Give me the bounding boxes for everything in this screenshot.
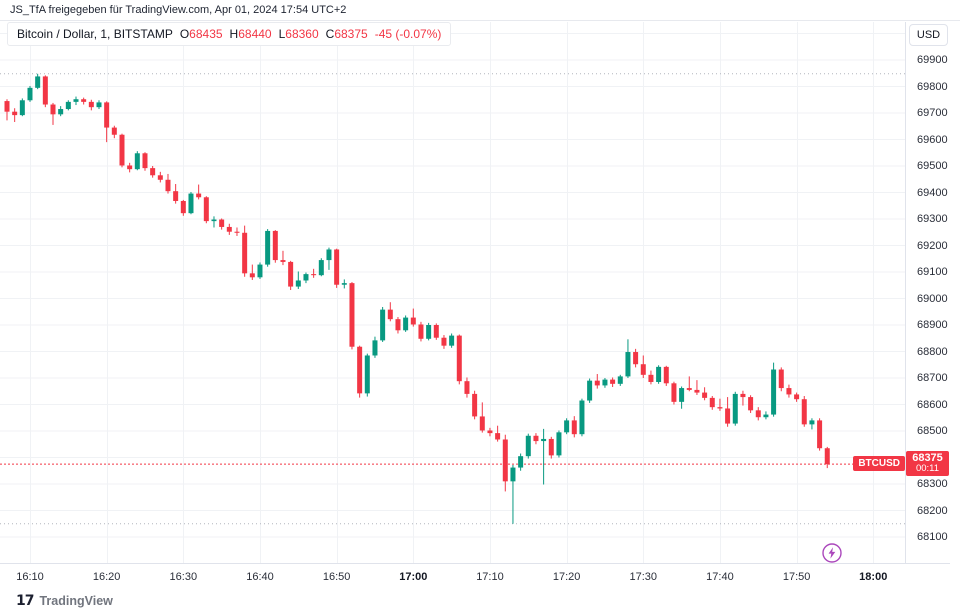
currency-toggle-button[interactable]: USD [909,24,948,46]
price-axis-label: 69500 [917,160,948,172]
candlestick-chart[interactable] [0,22,905,563]
price-axis-label: 68100 [917,531,948,543]
time-axis-label: 17:30 [629,571,658,583]
time-axis-label: 16:30 [169,571,198,583]
time-axis[interactable]: 16:10 16:20 16:30 16:40 16:50 17:00 17:10 17:20… [0,563,950,591]
last-price-label: 68375 00:11 [906,451,949,477]
price-axis-label: 69200 [917,239,948,252]
price-line-symbol-label: BTCUSD [853,456,905,472]
tradingview-logo-icon[interactable]: 17 [16,593,35,609]
last-price-value: 68375 [912,452,943,465]
price-change: -45 (-0.07%) [374,27,442,41]
tradingview-wordmark[interactable]: TradingView [39,594,113,608]
price-axis-label: 69800 [917,80,948,93]
chart-legend[interactable]: Bitcoin / Dollar, 1, BITSTAMP O68435 H684… [7,22,452,46]
price-axis-label: 68900 [917,319,948,331]
price-axis-label: 69000 [917,292,948,305]
chart-widget: Bitcoin / Dollar, 1, BITSTAMP O68435 H684… [0,22,951,591]
ohlc-item: O68435 [179,27,223,41]
ohlc-item: H68440 [229,27,272,41]
footer: 17 TradingView [16,591,113,611]
price-axis-label: 68500 [917,425,948,437]
candle-countdown: 00:11 [915,463,940,475]
time-axis-label: 16:20 [92,571,121,583]
price-axis-label: 68700 [917,372,948,384]
time-axis-label: 16:10 [16,571,44,583]
time-axis-label: 17:20 [552,571,581,583]
price-axis-label: 69300 [917,213,948,225]
time-axis-label: 18:00 [859,571,888,583]
time-axis-label: 16:40 [246,571,274,583]
symbol-title[interactable]: Bitcoin / Dollar, 1, BITSTAMP [17,27,173,41]
price-axis-label: 68200 [917,504,948,517]
ohlc-item: C68375 [325,27,368,41]
time-axis-label: 17:50 [782,571,811,583]
price-axis-label: 69600 [917,133,948,146]
instant-trading-icon[interactable] [821,542,843,564]
price-axis-label: 69400 [917,186,948,199]
price-axis-label: 68600 [917,398,948,411]
ohlc-values: O68435 H68440 L68360 C68375 [173,27,368,41]
price-axis-label: 69100 [917,266,948,278]
price-axis[interactable]: 69900 69800 69700 69600 69500 69400 69300 69200… [905,22,951,563]
time-axis-label: 17:40 [706,571,734,583]
time-axis-label: 16:50 [322,571,351,583]
lightning-bolt-icon [822,543,842,563]
ohlc-item: L68360 [278,27,319,41]
price-axis-label: 69900 [917,54,948,66]
time-axis-label: 17:10 [476,571,504,583]
time-axis-label: 17:00 [399,571,428,583]
copyright-note: JS_TfA freigegeben für TradingView.com, … [0,0,960,21]
price-axis-label: 68300 [917,478,948,490]
price-axis-label: 69700 [917,107,948,119]
price-axis-label: 68800 [917,345,948,358]
